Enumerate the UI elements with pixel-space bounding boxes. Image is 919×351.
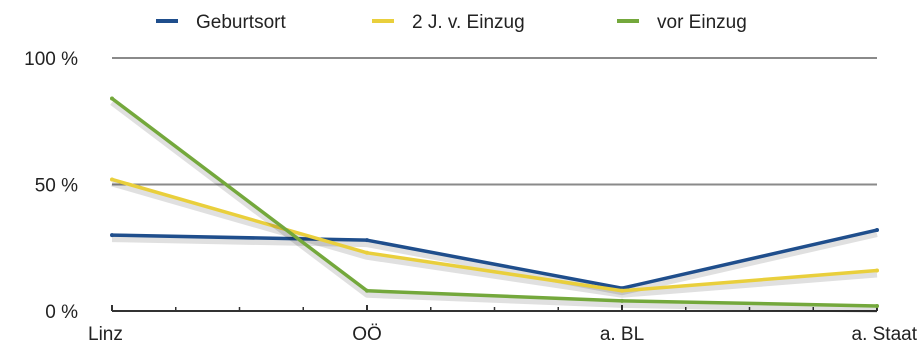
y-tick-label: 0 % [45,302,78,323]
data-point-vor-einzug [620,298,624,303]
x-axis [111,305,878,312]
legend-label-2-j-v-einzug: 2 J. v. Einzug [412,12,525,33]
x-tick-label: Linz [88,324,123,345]
legend-label-vor-einzug: vor Einzug [657,12,747,33]
data-point-vor-einzug [110,96,114,101]
x-tick-label: a. BL [600,324,644,345]
y-tick-label: 100 % [24,49,78,70]
x-tick-label: OÖ [352,324,382,345]
data-point-2-j-v-einzug [620,288,624,293]
series-shadow-vor-einzug [110,100,878,313]
data-point-geburtsort [875,228,879,233]
legend: Geburtsort 2 J. v. Einzug vor Einzug [156,12,747,33]
data-point-vor-einzug [365,288,369,293]
data-point-geburtsort [365,238,369,243]
y-tick-labels: 0 % 50 % 100 % [24,49,78,323]
data-point-vor-einzug [875,303,879,308]
data-point-2-j-v-einzug [365,250,369,255]
y-tick-label: 50 % [35,176,78,197]
series-shadow-geburtsort [111,231,878,296]
grid-lines [112,57,877,186]
series-line-geburtsort [110,228,879,290]
x-tick-label: a. Staat [852,324,918,345]
series-line-2-j-v-einzug [110,177,879,293]
legend-label-geburtsort: Geburtsort [196,12,286,33]
series-lines [110,96,879,313]
data-point-2-j-v-einzug [875,268,879,273]
data-point-2-j-v-einzug [110,177,114,182]
data-point-geburtsort [110,233,114,238]
series-shadow-2-j-v-einzug [111,180,878,298]
x-tick-labels: Linz OÖ a. BL a. Staat [88,324,918,345]
series-line-vor-einzug [110,96,879,308]
